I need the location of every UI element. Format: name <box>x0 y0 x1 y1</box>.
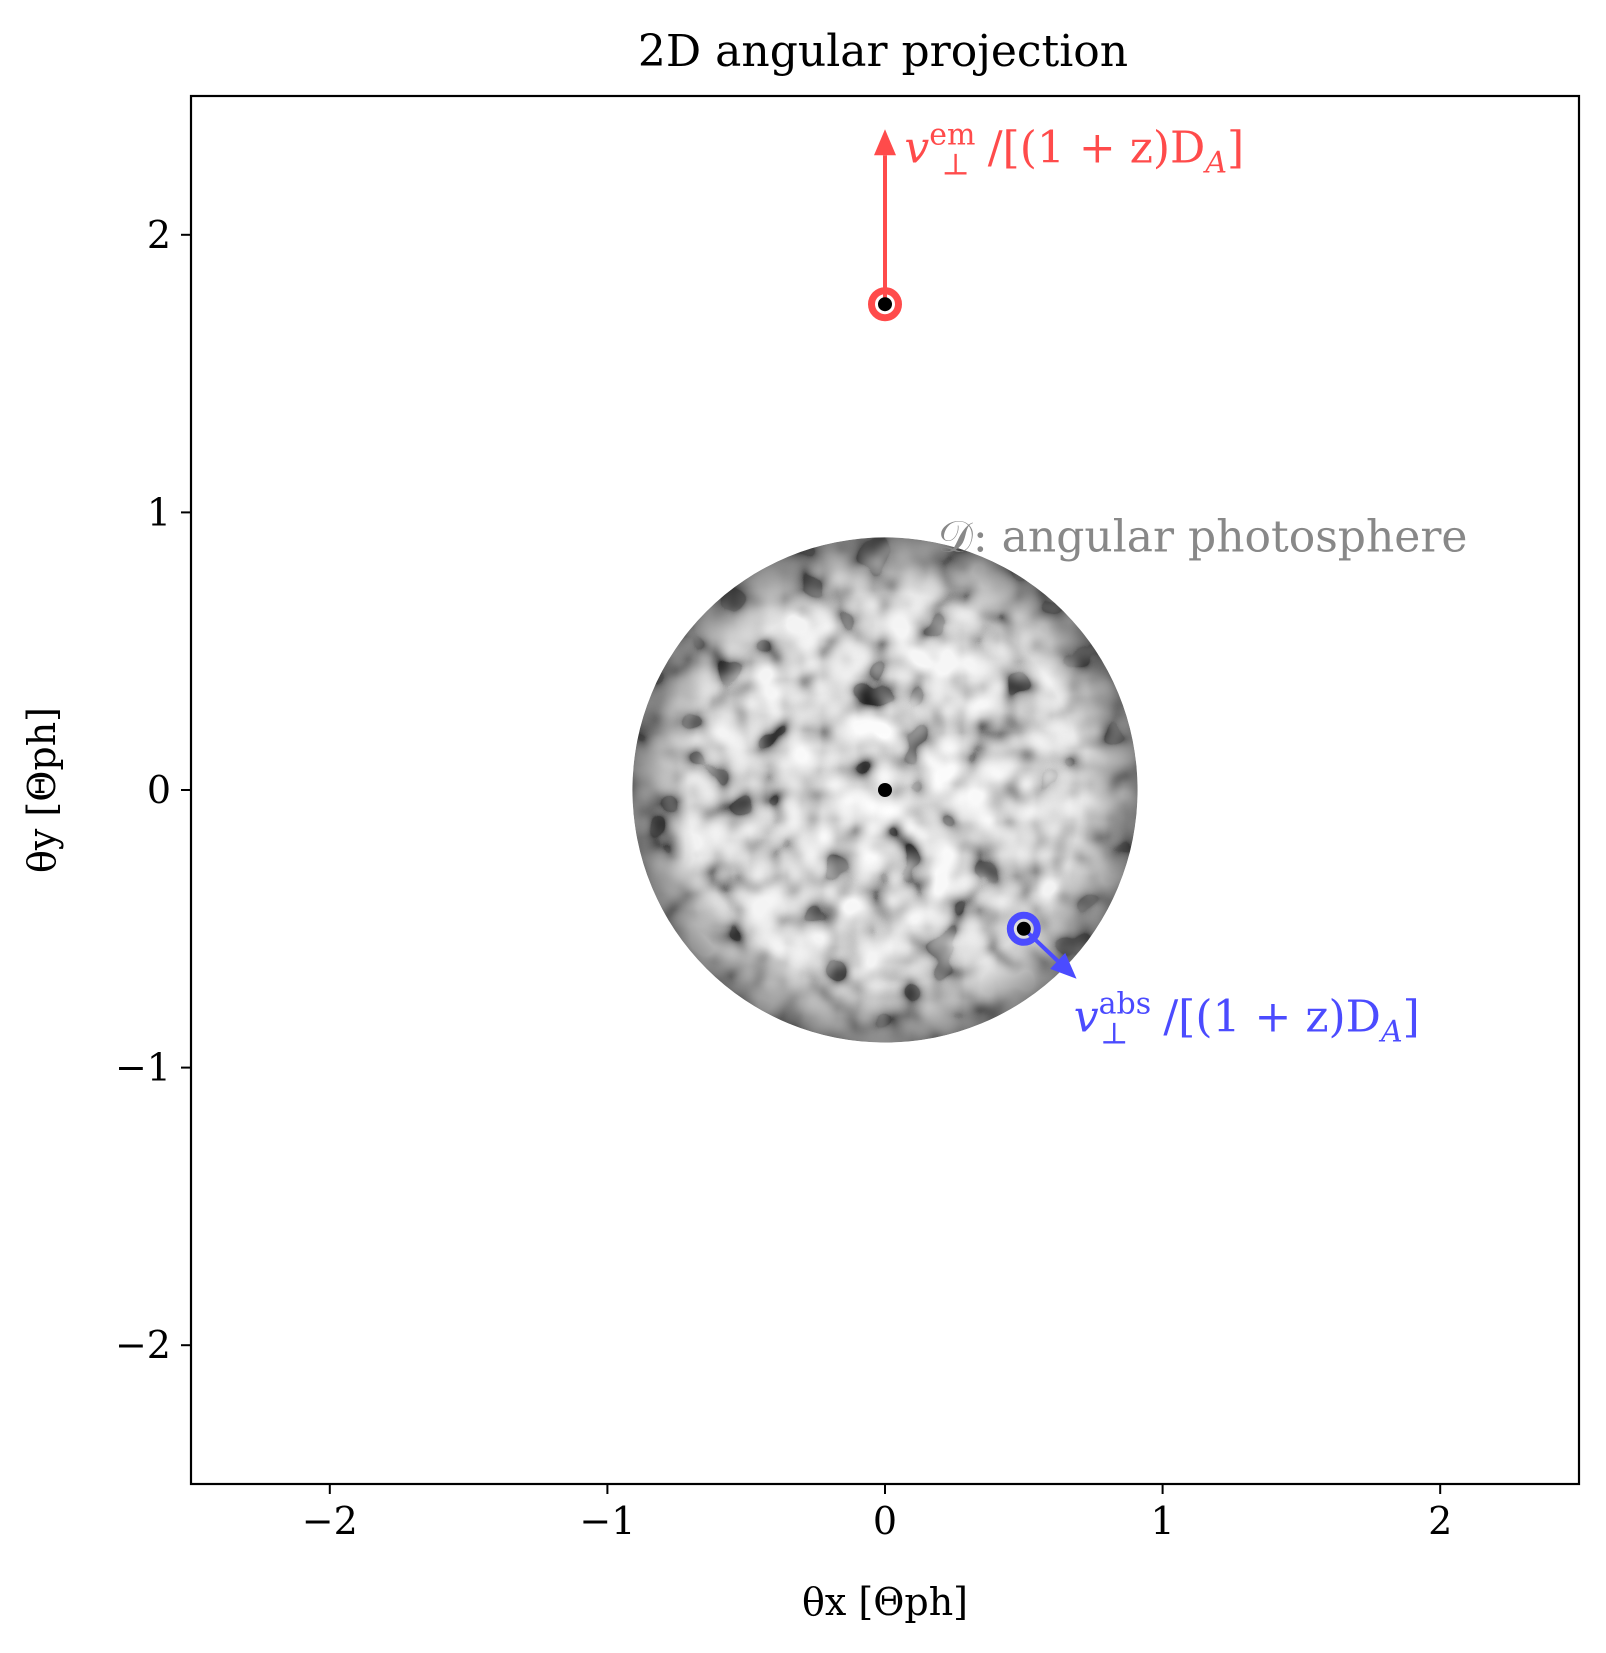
x-tick-label: 2 <box>1428 1499 1452 1543</box>
x-tick-label: −2 <box>302 1499 358 1543</box>
arrow-head-v-em <box>874 129 896 156</box>
x-axis-label: θx [Θph] <box>802 1580 968 1624</box>
point-absorber <box>1016 921 1031 936</box>
x-tick-label: 1 <box>1151 1499 1175 1543</box>
y-tick-label: −1 <box>115 1046 171 1090</box>
point-emitter <box>878 297 892 312</box>
plot-marks: vem ⊥/[(1 + z)DA] vabs ⊥/[(1 + z)DA] <box>868 118 1420 1052</box>
y-axis-ticks: −2 −1 0 1 2 <box>115 213 191 1367</box>
chart-title: 2D angular projection <box>638 26 1128 77</box>
point-ring-absorber <box>1006 911 1041 946</box>
point-ring-emitter <box>868 287 902 322</box>
photosphere-label: 𝒟: angular photosphere <box>938 511 1468 562</box>
x-tick-label: −1 <box>579 1499 635 1543</box>
point-center <box>878 783 892 797</box>
y-tick-label: 2 <box>147 213 171 257</box>
arrow-shaft-v-abs <box>1022 927 1060 963</box>
y-axis-label: θy [Θph] <box>20 707 64 873</box>
y-tick-label: −2 <box>115 1323 171 1367</box>
arrow-head-v-abs <box>1050 952 1077 979</box>
arrow-label-v-abs: vabs ⊥/[(1 + z)DA] <box>1074 987 1420 1052</box>
y-tick-label: 1 <box>147 490 171 534</box>
y-tick-label: 0 <box>147 768 171 812</box>
arrow-label-v-em: vem ⊥/[(1 + z)DA] <box>904 118 1244 183</box>
x-axis-ticks: −2 −1 0 1 2 <box>302 1484 1452 1543</box>
x-tick-label: 0 <box>873 1499 897 1543</box>
